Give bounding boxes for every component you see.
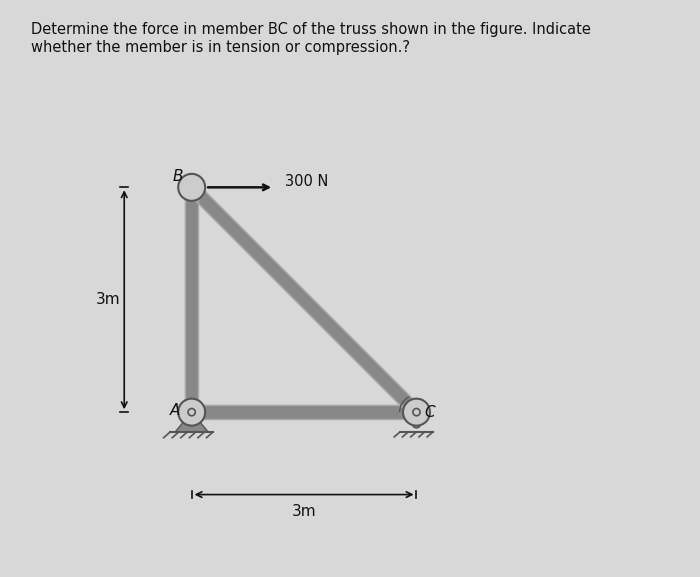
Circle shape bbox=[413, 409, 420, 416]
Circle shape bbox=[412, 419, 421, 428]
Circle shape bbox=[178, 174, 205, 201]
Text: 3m: 3m bbox=[292, 504, 316, 519]
Polygon shape bbox=[175, 412, 208, 432]
Circle shape bbox=[403, 399, 430, 426]
Text: 300 N: 300 N bbox=[286, 174, 329, 189]
Circle shape bbox=[188, 409, 195, 416]
Text: A: A bbox=[170, 403, 181, 418]
Text: B: B bbox=[173, 168, 183, 183]
Text: 3m: 3m bbox=[95, 292, 120, 307]
Text: Determine the force in member BC of the truss shown in the figure. Indicate
whet: Determine the force in member BC of the … bbox=[31, 23, 590, 55]
Text: C: C bbox=[425, 404, 435, 419]
Circle shape bbox=[178, 399, 205, 426]
